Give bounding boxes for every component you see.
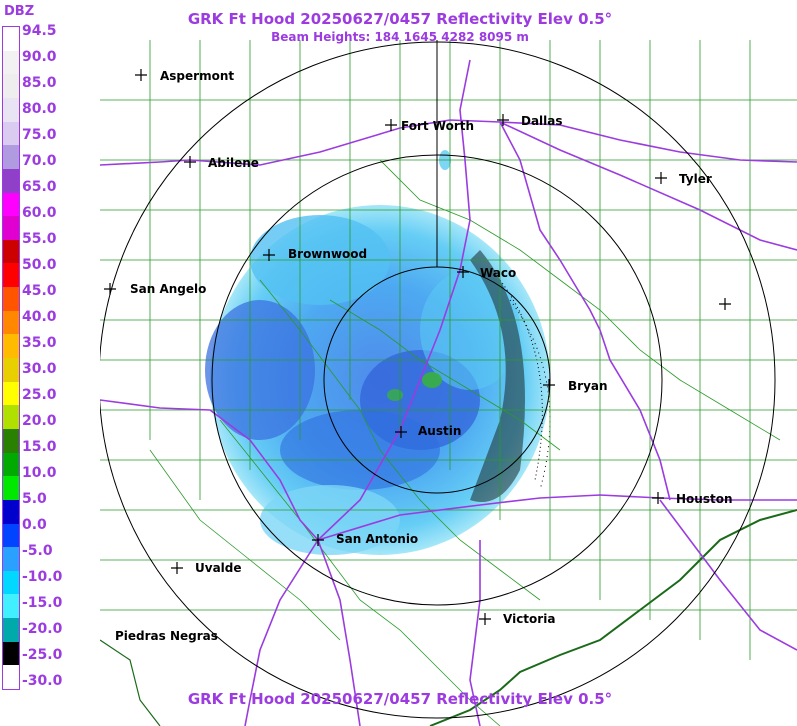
city-marker-tyler [655, 172, 667, 184]
legend-label: 55.0 [22, 231, 57, 247]
coastline [429, 509, 797, 726]
legend-label: 20.0 [22, 413, 57, 429]
legend-swatch [3, 665, 19, 690]
city-label-waco: Waco [480, 266, 516, 280]
legend-swatch [3, 334, 19, 359]
legend-swatch [3, 476, 19, 501]
city-marker-houston [652, 492, 664, 504]
legend-label: 25.0 [22, 387, 57, 403]
legend-label: -25.0 [22, 647, 63, 663]
legend-swatch [3, 452, 19, 477]
city-marker-waco [457, 266, 469, 278]
legend-label: -5.0 [22, 543, 53, 559]
city-label-piedras-negras: Piedras Negras [115, 629, 218, 643]
legend-label: 70.0 [22, 153, 57, 169]
legend-swatch [3, 145, 19, 170]
city-marker-san-antonio [312, 534, 324, 546]
reflectivity-echoes [205, 150, 551, 555]
city-label-abilene: Abilene [208, 156, 259, 170]
legend-swatch [3, 358, 19, 383]
city-markers [104, 69, 731, 625]
city-marker-fort-worth [385, 119, 397, 131]
legend-swatch [3, 192, 19, 217]
legend-swatch [3, 263, 19, 288]
legend-label: -20.0 [22, 621, 63, 637]
legend-swatch [3, 641, 19, 666]
city-marker-victoria [479, 613, 491, 625]
legend-label: 75.0 [22, 127, 57, 143]
legend-label: 30.0 [22, 361, 57, 377]
legend-swatch [3, 97, 19, 123]
city-label-san-antonio: San Antonio [336, 532, 418, 546]
city-label-bryan: Bryan [568, 379, 608, 393]
highways [100, 59, 797, 726]
legend-swatch [3, 287, 19, 312]
legend-swatch [3, 618, 19, 643]
city-labels: Aspermont Fort Worth Dallas Abilene Tyle… [115, 69, 733, 643]
city-label-tyler: Tyler [679, 172, 712, 186]
city-label-fort-worth: Fort Worth [401, 119, 474, 133]
legend-swatch [3, 499, 19, 524]
city-marker-uvalde [171, 562, 183, 574]
legend-swatch [3, 405, 19, 430]
legend-swatch [3, 216, 19, 241]
map-title: GRK Ft Hood 20250627/0457 Reflectivity E… [187, 10, 613, 28]
legend-swatch [3, 523, 19, 548]
legend-label: 90.0 [22, 49, 57, 65]
legend-unit: DBZ [4, 4, 35, 19]
legend-label: -10.0 [22, 569, 63, 585]
legend-label: 45.0 [22, 283, 57, 299]
city-marker-abilene [184, 156, 196, 168]
legend-label: -15.0 [22, 595, 63, 611]
city-marker-dallas [497, 114, 509, 126]
legend-swatch [3, 594, 19, 619]
legend-label: -30.0 [22, 673, 63, 689]
county-lines [100, 40, 797, 726]
legend-swatch [3, 50, 19, 75]
city-marker-bryan [543, 379, 555, 391]
legend-swatch [3, 239, 19, 264]
legend-swatch [3, 381, 19, 406]
legend-label: 40.0 [22, 309, 57, 325]
legend-swatch [3, 121, 19, 146]
color-scale-bar [2, 26, 20, 690]
legend-label: 65.0 [22, 179, 57, 195]
city-label-aspermont: Aspermont [160, 69, 234, 83]
beam-heights-subtitle: Beam Heights: 184 1645 4282 8095 m [271, 30, 529, 44]
legend-swatch [3, 168, 19, 193]
city-marker-unnamed [719, 298, 731, 310]
legend-label: 85.0 [22, 75, 57, 91]
city-marker-san-angelo [104, 283, 116, 295]
city-marker-brownwood [263, 249, 275, 261]
border-river [100, 639, 161, 726]
legend-label: 80.0 [22, 101, 57, 117]
legend-label: 0.0 [22, 517, 47, 533]
city-label-brownwood: Brownwood [288, 247, 367, 261]
legend-label: 94.5 [22, 23, 57, 39]
legend-label: 35.0 [22, 335, 57, 351]
city-label-uvalde: Uvalde [195, 561, 242, 575]
legend-label: 15.0 [22, 439, 57, 455]
legend-swatch [3, 310, 19, 335]
legend-label: 60.0 [22, 205, 57, 221]
city-marker-austin [395, 426, 407, 438]
legend-swatch [3, 428, 19, 454]
legend-swatch [3, 547, 19, 572]
legend-swatch [3, 27, 19, 52]
city-marker-aspermont [135, 69, 147, 81]
map-footer-title: GRK Ft Hood 20250627/0457 Reflectivity E… [187, 690, 613, 708]
city-label-san-angelo: San Angelo [130, 282, 206, 296]
city-label-dallas: Dallas [521, 114, 563, 128]
city-label-victoria: Victoria [503, 612, 555, 626]
legend-label: 50.0 [22, 257, 57, 273]
city-label-houston: Houston [676, 492, 733, 506]
city-label-austin: Austin [418, 424, 461, 438]
legend-label: 10.0 [22, 465, 57, 481]
range-rings [100, 40, 776, 719]
legend-swatch [3, 570, 19, 595]
legend-swatch [3, 74, 19, 99]
legend-label: 5.0 [22, 491, 47, 507]
